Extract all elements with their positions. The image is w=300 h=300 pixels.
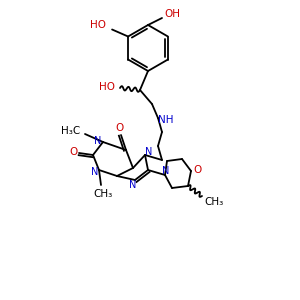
Text: N: N bbox=[129, 180, 137, 190]
Text: N: N bbox=[91, 167, 99, 177]
Text: OH: OH bbox=[164, 9, 180, 19]
Text: N: N bbox=[162, 166, 170, 176]
Text: N: N bbox=[94, 136, 102, 146]
Text: H₃C: H₃C bbox=[61, 126, 81, 136]
Text: HO: HO bbox=[90, 20, 106, 31]
Text: CH₃: CH₃ bbox=[204, 197, 224, 207]
Text: O: O bbox=[69, 147, 77, 157]
Text: CH₃: CH₃ bbox=[93, 189, 112, 199]
Text: HO: HO bbox=[99, 82, 115, 92]
Text: N: N bbox=[145, 147, 153, 157]
Text: O: O bbox=[115, 123, 123, 133]
Text: NH: NH bbox=[158, 115, 174, 125]
Text: O: O bbox=[194, 165, 202, 175]
